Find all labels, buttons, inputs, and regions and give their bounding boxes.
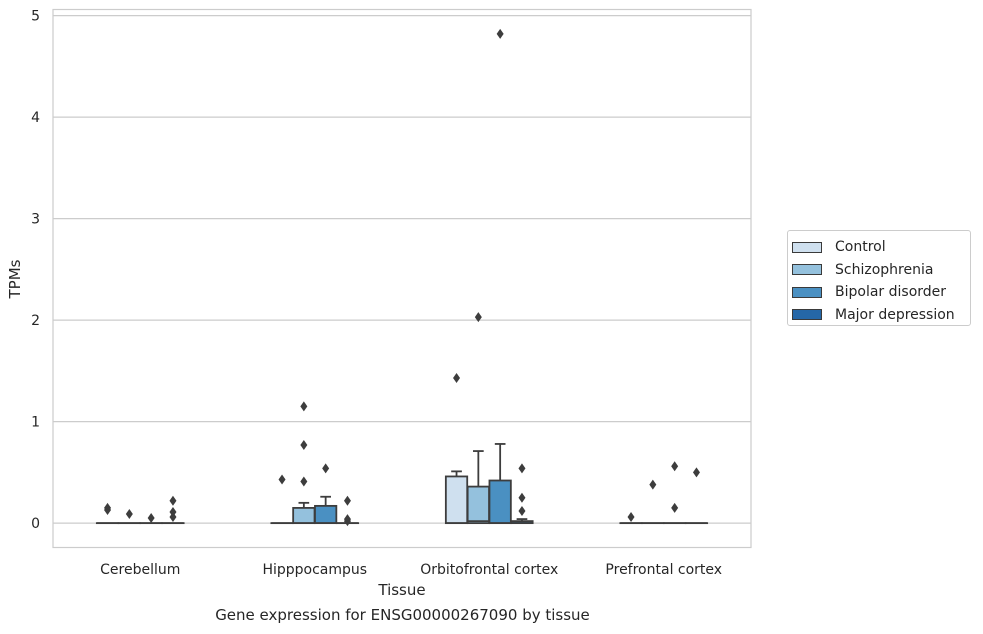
legend-item: Major depression [792, 304, 970, 327]
legend: Control Schizophrenia Bipolar disorder Majo… [787, 230, 971, 326]
box-group [444, 372, 469, 525]
outlier-point [649, 479, 657, 490]
outlier-point [518, 505, 526, 516]
box-plot-area [95, 28, 709, 527]
box-group [641, 479, 665, 525]
y-tick-label: 1 [31, 415, 40, 431]
box-group [270, 474, 294, 525]
box-body [466, 485, 490, 525]
x-tick-label: Prefrontal cortex [605, 562, 722, 578]
legend-label: Control [835, 239, 886, 256]
legend-item: Control [792, 236, 970, 259]
outlier-point [692, 467, 700, 478]
x-tick-label: Cerebellum [100, 562, 180, 578]
box-group [314, 463, 338, 525]
outlier-point [343, 495, 351, 506]
plot-frame [52, 8, 752, 549]
outlier-point [343, 516, 351, 527]
box-group [684, 467, 709, 525]
outlier-point [300, 401, 308, 412]
x-tick-label: Hipppocampus [262, 562, 367, 578]
chart-caption: Gene expression for ENSG00000267090 by t… [215, 606, 590, 624]
box-group [619, 512, 643, 525]
legend-swatch [792, 241, 822, 253]
box-body [314, 504, 338, 525]
box-group [510, 463, 534, 525]
box-group [335, 495, 360, 527]
legend-label: Bipolar disorder [835, 284, 947, 301]
box-group [161, 495, 185, 525]
outlier-point [147, 513, 155, 524]
outlier-point [104, 504, 112, 515]
box-group [663, 461, 687, 525]
legend-label: Major depression [835, 306, 955, 323]
y-tick-label: 5 [31, 9, 40, 25]
legend-label: Schizophrenia [835, 261, 934, 278]
outlier-point [518, 492, 526, 503]
outlier-point [300, 439, 308, 450]
outlier-point [125, 509, 133, 520]
outlier-point [169, 512, 177, 523]
box-body [488, 479, 512, 525]
y-tick-label: 4 [31, 110, 40, 126]
grid-lines [53, 14, 751, 524]
outlier-point [474, 312, 482, 323]
legend-swatch [792, 264, 822, 276]
box-group [139, 513, 163, 525]
axis-ticks: 0 1 2 3 4 5 Cerebellum Hipppocampus Orbitofronta… [31, 9, 722, 578]
outlier-point [278, 474, 286, 485]
outlier-point [322, 463, 330, 474]
x-tick-label: Orbitofrontal cortex [420, 562, 558, 578]
box-group [292, 401, 316, 525]
outlier-point [627, 512, 635, 523]
outlier-point [671, 461, 679, 472]
outlier-point [496, 28, 504, 39]
outlier-point [300, 476, 308, 487]
box-group [117, 509, 141, 525]
legend-item: Bipolar disorder [792, 281, 970, 304]
y-tick-label: 2 [31, 313, 40, 329]
y-tick-label: 3 [31, 212, 40, 228]
box-group [466, 312, 490, 525]
box-group [488, 28, 512, 525]
legend-swatch [792, 286, 822, 298]
outlier-point [671, 502, 679, 513]
outlier-point [169, 495, 177, 506]
outlier-point [518, 463, 526, 474]
outlier-point [453, 372, 461, 383]
outlier-point [169, 506, 177, 517]
x-axis-label: Tissue [377, 581, 425, 599]
y-tick-label: 0 [31, 516, 40, 532]
box-group [95, 502, 120, 525]
y-axis-label: TPMs [6, 259, 24, 299]
legend-swatch [792, 309, 822, 321]
box-body [444, 475, 469, 525]
legend-item: Schizophrenia [792, 259, 970, 282]
box-body [292, 507, 316, 525]
